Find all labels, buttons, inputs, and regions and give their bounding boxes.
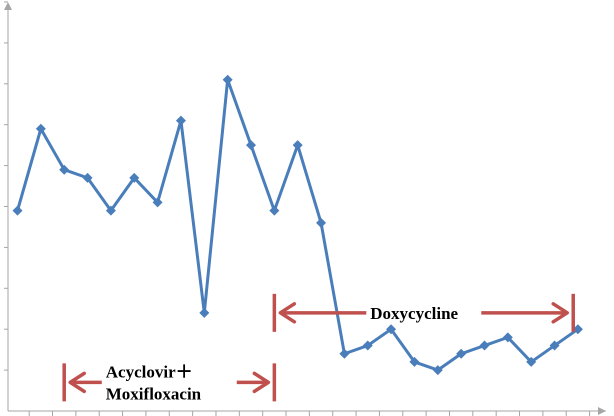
- annotation-label: Doxycycline: [370, 304, 458, 323]
- data-point: [129, 172, 140, 183]
- data-point: [35, 123, 46, 134]
- data-point: [479, 340, 490, 351]
- data-point: [316, 217, 327, 228]
- data-point: [362, 340, 373, 351]
- data-point: [82, 172, 93, 183]
- x-axis-arrow: [598, 407, 606, 415]
- data-point: [105, 205, 116, 216]
- chart-annotations: Acyclovir＋ Moxifloxacin Doxycycline: [62, 293, 575, 403]
- data-point: [502, 332, 513, 343]
- data-point: [572, 324, 583, 335]
- data-point: [549, 340, 560, 351]
- data-point: [59, 164, 70, 175]
- data-point: [269, 205, 280, 216]
- data-point: [292, 140, 303, 151]
- annotation-label: Moxifloxacin: [106, 384, 202, 403]
- annotation-acyclovir: Acyclovir＋ Moxifloxacin: [62, 362, 277, 403]
- arrow-left-head: [68, 371, 86, 394]
- series-line: [16, 78, 579, 372]
- data-point: [526, 356, 537, 367]
- annotation-label: Acyclovir＋: [106, 362, 193, 381]
- annotation-doxycycline: Doxycycline: [272, 293, 575, 332]
- chart-axes: [4, 1, 606, 416]
- arrow-right-head: [252, 371, 271, 394]
- arrow-right-head: [551, 302, 569, 324]
- data-point: [409, 356, 420, 367]
- data-point: [152, 197, 163, 208]
- data-point: [246, 140, 256, 151]
- data-point: [199, 307, 210, 318]
- chart-series: [12, 74, 583, 376]
- data-point: [175, 115, 186, 126]
- data-point: [386, 324, 397, 335]
- data-point: [12, 205, 23, 216]
- data-point: [456, 348, 467, 359]
- data-point: [432, 365, 443, 376]
- arrow-left-head: [278, 302, 297, 324]
- y-axis-arrow: [4, 2, 12, 10]
- data-point: [222, 74, 233, 85]
- data-point: [339, 348, 350, 359]
